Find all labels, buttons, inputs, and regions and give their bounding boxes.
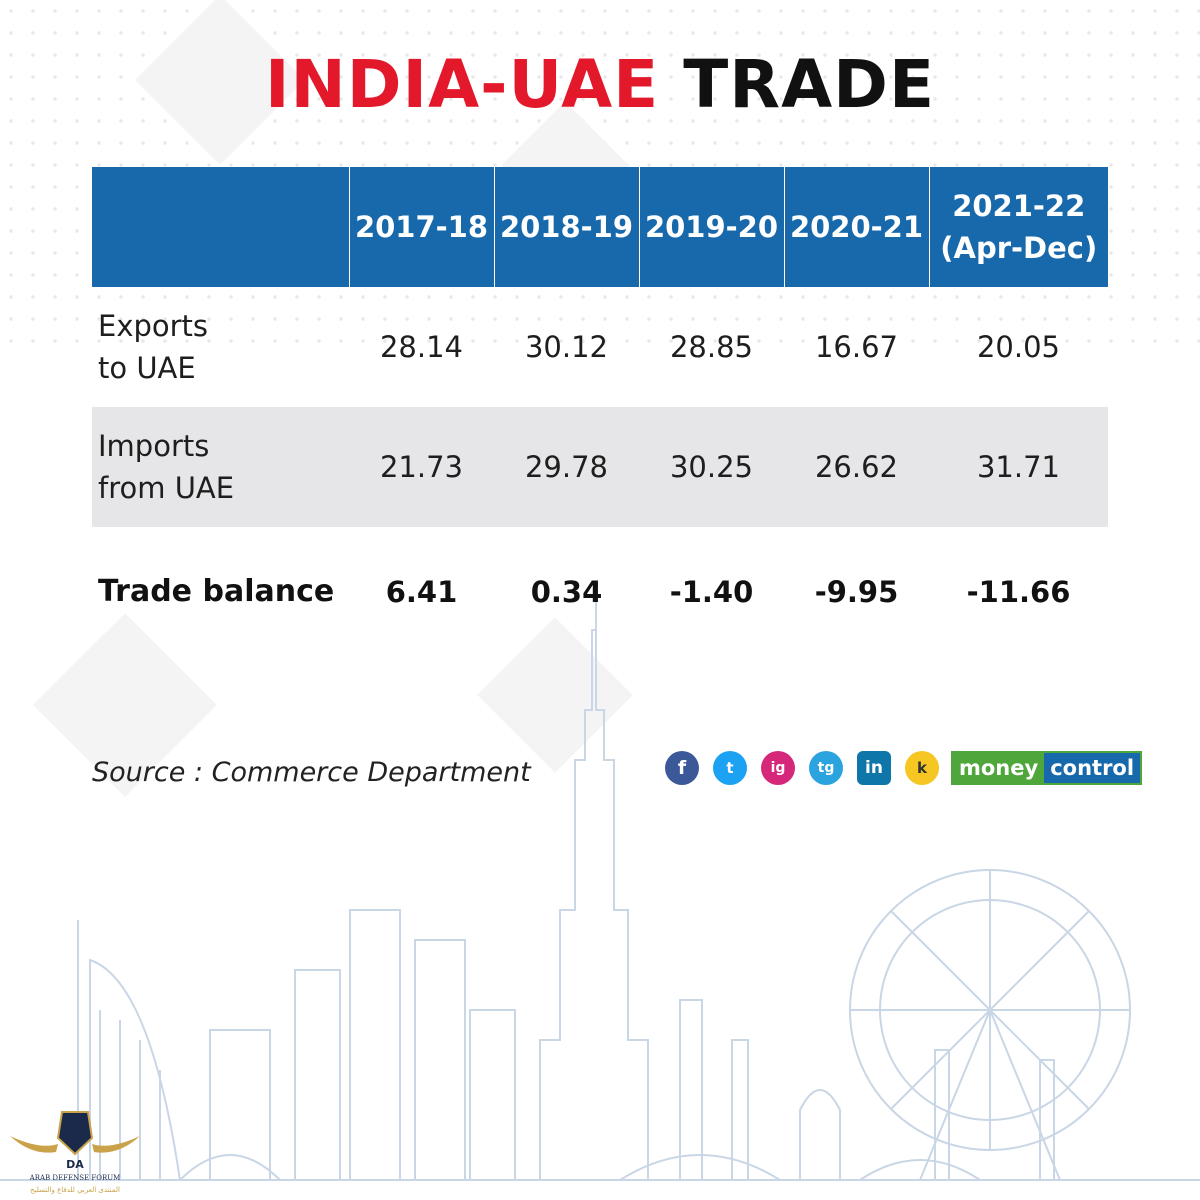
header-year-line: 2021-22	[952, 188, 1086, 223]
table-cell: 31.71	[929, 407, 1108, 527]
header-year-cell: 2017-18	[348, 167, 494, 287]
row-label: Trade balance	[98, 574, 335, 610]
table-row-imports: Imports from UAE 21.73 29.78 30.25 26.62…	[92, 407, 1108, 527]
row-label: Imports from UAE	[92, 407, 349, 527]
header-blank-cell	[92, 167, 349, 287]
table-header-row: 2017-18 2018-19 2019-20 2020-21 2021-22 …	[92, 167, 1108, 287]
source-note: Source : Commerce Department	[92, 757, 531, 788]
table-cell: 26.62	[784, 407, 929, 527]
watermark-line1: ARAB DEFENSE FORUM	[29, 1174, 121, 1182]
table-cell: 30.12	[524, 330, 609, 364]
telegram-glyph: tg	[817, 760, 835, 776]
row-label-line: Exports	[98, 308, 209, 343]
header-period-line: (Apr-Dec)	[940, 231, 1098, 265]
watermark-line2: المنتدى العربي للدفاع والتسليح	[30, 1186, 120, 1194]
header-year-cell: 2018-19	[493, 167, 639, 287]
table-cell: 28.14	[379, 330, 464, 364]
moneycontrol-logo: money control	[951, 751, 1143, 785]
table-cell: 6.41	[385, 575, 458, 609]
table-row-exports: Exports to UAE 28.14 30.12 28.85 16.67 2…	[92, 287, 1108, 407]
brand-part-money: money	[953, 753, 1045, 783]
instagram-glyph: ig	[770, 760, 786, 776]
table-cell: 0.34	[530, 575, 603, 609]
twitter-icon[interactable]: t	[713, 751, 747, 785]
facebook-glyph: f	[677, 757, 687, 779]
telegram-icon[interactable]: tg	[809, 751, 843, 785]
linkedin-icon[interactable]: in	[857, 751, 891, 785]
koo-icon[interactable]: k	[905, 751, 939, 785]
watermark-initials: DA	[66, 1158, 84, 1171]
header-year-cell: 2020-21	[783, 167, 929, 287]
arab-defense-forum-watermark: DA ARAB DEFENSE FORUM المنتدى العربي للد…	[10, 1111, 140, 1194]
trade-table: 2017-18 2018-19 2019-20 2020-21 2021-22 …	[92, 167, 1108, 657]
table-cell: 20.05	[976, 330, 1061, 364]
table-row-trade-balance: Trade balance 6.41 0.34 -1.40 -9.95 -11.…	[92, 527, 1108, 657]
shield-icon	[56, 1111, 94, 1156]
table-cell: 28.85	[669, 330, 754, 364]
header-year-cell: 2019-20	[638, 167, 784, 287]
row-label-line: to UAE	[98, 351, 196, 385]
twitter-glyph: t	[726, 759, 734, 777]
table-cell: -9.95	[814, 575, 899, 609]
instagram-icon[interactable]: ig	[761, 751, 795, 785]
table-cell: 21.73	[349, 407, 494, 527]
skyline-illustration	[0, 600, 1200, 1181]
brand-part-control: control	[1044, 753, 1141, 783]
title-part-black: TRADE	[683, 46, 936, 123]
table-cell: 30.25	[639, 407, 784, 527]
title-part-red: INDIA-UAE	[264, 46, 660, 123]
table-cell: -1.40	[669, 575, 754, 609]
row-label-line: from UAE	[98, 471, 235, 505]
social-links: f t ig tg in k	[665, 751, 939, 785]
header-year-cell: 2021-22 (Apr-Dec)	[928, 167, 1108, 287]
wing-left-icon	[10, 1136, 58, 1153]
table-cell: 16.67	[814, 330, 899, 364]
row-label: Exports to UAE	[92, 287, 349, 407]
wing-right-icon	[92, 1136, 140, 1153]
row-label-line: Imports	[98, 428, 210, 463]
table-cell: 29.78	[494, 407, 639, 527]
koo-glyph: k	[917, 759, 927, 777]
page-title: INDIA-UAE TRADE	[0, 52, 1200, 118]
facebook-icon[interactable]: f	[665, 751, 699, 785]
table-cell: -11.66	[966, 575, 1071, 609]
linkedin-glyph: in	[865, 758, 883, 778]
